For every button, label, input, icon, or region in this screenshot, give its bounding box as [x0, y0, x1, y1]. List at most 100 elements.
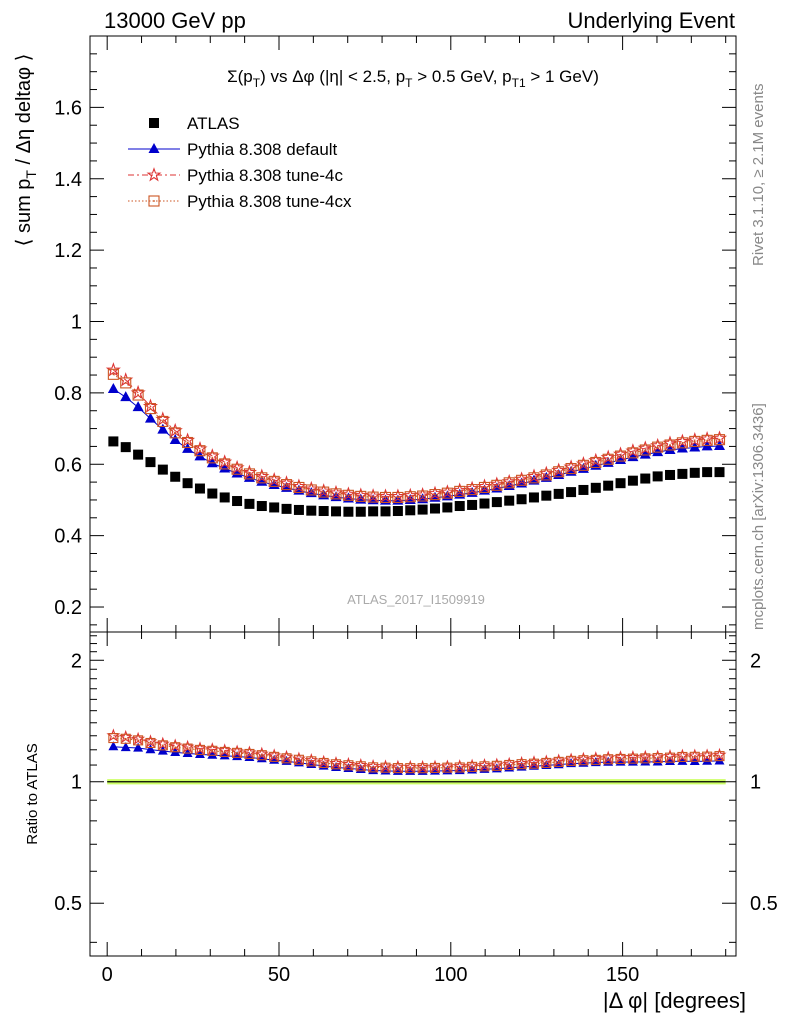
point-pythia-8-308-default [627, 451, 639, 462]
point-atlas [590, 482, 601, 493]
point-atlas [442, 502, 453, 513]
point-atlas [331, 506, 342, 517]
legend-marker-pythia-8-308-tune-4cx [148, 195, 160, 207]
plot-title: Σ(pT) vs Δφ (|η| < 2.5, pT > 0.5 GeV, pT… [227, 67, 599, 90]
point-atlas [256, 501, 267, 512]
ratio-point-pythia-8-308-tune-4cx-dot [582, 759, 585, 762]
ratio-point-pythia-8-308-tune-4cx-dot [421, 767, 424, 770]
point-pythia-8-308-tune-4cx-dot [656, 446, 659, 449]
ratio-point-pythia-8-308-tune-4cx [232, 747, 243, 758]
point-pythia-8-308-default [120, 391, 132, 402]
ratio-point-pythia-8-308-tune-4cx-dot [508, 764, 511, 766]
point-pythia-8-308-tune-4cx [182, 436, 194, 449]
point-pythia-8-308-tune-4cx-dot [471, 488, 474, 491]
point-pythia-8-308-tune-4cx-dot [223, 463, 226, 465]
point-pythia-8-308-tune-4cx [392, 491, 404, 504]
point-pythia-8-308-tune-4cx [590, 456, 602, 469]
ratio-point-pythia-8-308-tune-4cx [355, 761, 366, 772]
series-line-pythia-8-308-tune-4cx [113, 373, 720, 498]
ratio-point-pythia-8-308-tune-4cx-dot [186, 747, 189, 750]
legend-label-pythia-8-308-tune-4cx: Pythia 8.308 tune-4cx [187, 192, 352, 211]
point-pythia-8-308-tune-4cx-dot [681, 441, 684, 444]
ratio-point-pythia-8-308-default [145, 744, 156, 754]
point-pythia-8-308-tune-4cx-dot [186, 441, 189, 444]
ratio-y-axis-label: Ratio to ATLAS [24, 743, 41, 844]
x-tick-label: 100 [434, 964, 467, 986]
point-pythia-8-308-tune-4cx-dot [458, 490, 461, 493]
point-pythia-8-308-tune-4cx-dot [607, 458, 610, 461]
ratio-point-pythia-8-308-default [702, 755, 713, 765]
point-pythia-8-308-tune-4cx-dot [112, 373, 115, 376]
ratio-point-pythia-8-308-tune-4cx [194, 744, 206, 755]
point-pythia-8-308-tune-4cx [429, 489, 441, 501]
main-series [105, 362, 728, 517]
point-atlas [467, 499, 478, 510]
point-pythia-8-308-tune-4cx [379, 491, 392, 504]
point-pythia-8-308-tune-4cx [602, 453, 614, 465]
ratio-series [106, 728, 727, 775]
point-pythia-8-308-tune-4cx [565, 462, 577, 475]
y-tick-label: 1 [71, 312, 82, 334]
point-pythia-8-308-tune-4cx [689, 435, 701, 447]
point-atlas [479, 498, 490, 509]
point-pythia-8-308-tune-4cx-dot [693, 440, 696, 443]
point-pythia-8-308-tune-4cx [107, 368, 119, 380]
point-pythia-8-308-default [652, 446, 664, 457]
point-pythia-8-308-tune-4cx-dot [409, 495, 412, 498]
point-atlas [269, 502, 280, 513]
point-atlas [689, 467, 700, 478]
ratio-point-pythia-8-308-tune-4cx-dot [570, 759, 572, 762]
point-pythia-8-308-tune-4cx [256, 472, 268, 484]
point-pythia-8-308-tune-4cx [342, 489, 354, 501]
ratio-point-pythia-8-308-tune-4cx-dot [533, 762, 535, 765]
y-tick-label: 1.4 [54, 169, 82, 191]
point-pythia-8-308-tune-4cx-dot [124, 381, 127, 384]
point-atlas [504, 495, 515, 506]
point-atlas [293, 504, 304, 515]
ratio-point-pythia-8-308-tune-4cx-dot [248, 753, 251, 755]
y-tick-label: 1.6 [54, 97, 82, 119]
point-atlas [627, 475, 638, 486]
point-pythia-8-308-tune-4cx [318, 486, 330, 498]
ratio-point-pythia-8-308-default [133, 742, 144, 752]
point-pythia-8-308-tune-4cx-dot [718, 438, 721, 441]
point-atlas [665, 469, 676, 480]
point-pythia-8-308-tune-4cx-dot [520, 479, 523, 482]
point-pythia-8-308-tune-4cx-dot [248, 472, 251, 475]
ratio-point-pythia-8-308-tune-4cx-dot [446, 766, 449, 769]
point-pythia-8-308-tune-4cx-dot [384, 496, 387, 499]
point-pythia-8-308-tune-4cx-dot [557, 470, 560, 473]
point-pythia-8-308-tune-4cx-dot [347, 494, 350, 497]
point-pythia-8-308-tune-4cx-dot [533, 476, 535, 479]
point-pythia-8-308-tune-4cx-dot [483, 486, 486, 489]
ratio-point-pythia-8-308-tune-4cx [293, 754, 304, 765]
point-pythia-8-308-default [132, 401, 144, 412]
ratio-point-pythia-8-308-tune-4cx-dot [607, 758, 610, 761]
point-pythia-8-308-tune-4cx [219, 458, 231, 470]
point-pythia-8-308-tune-4c [464, 480, 480, 495]
point-pythia-8-308-tune-4cx-dot [582, 464, 585, 467]
ratio-point-pythia-8-308-tune-4cx [145, 737, 156, 749]
point-pythia-8-308-tune-4cx [528, 472, 540, 484]
point-pythia-8-308-tune-4cx [293, 481, 305, 494]
point-pythia-8-308-tune-4cx [194, 445, 206, 457]
point-pythia-8-308-tune-4cx-dot [359, 495, 362, 498]
point-pythia-8-308-default [231, 467, 243, 478]
legend: ATLAS Pythia 8.308 default Pythia 8.308 tu… [128, 114, 352, 211]
ratio-point-pythia-8-308-default [689, 755, 700, 765]
point-pythia-8-308-tune-4cx-dot [508, 481, 511, 484]
point-atlas [566, 487, 577, 498]
point-pythia-8-308-tune-4cx [132, 389, 144, 401]
ratio-point-pythia-8-308-tune-4c [131, 731, 146, 745]
point-pythia-8-308-tune-4cx [454, 485, 466, 497]
point-pythia-8-308-tune-4cx [466, 484, 478, 496]
point-pythia-8-308-tune-4cx [701, 434, 713, 446]
ratio-point-pythia-8-308-tune-4cx-dot [223, 751, 226, 753]
ratio-point-pythia-8-308-tune-4cx [330, 759, 342, 770]
header-right: Underlying Event [567, 8, 735, 33]
x-tick-label: 50 [268, 964, 290, 986]
point-atlas [528, 492, 539, 503]
ratio-point-pythia-8-308-tune-4cx-dot [322, 762, 325, 764]
point-atlas [207, 488, 218, 499]
point-atlas [108, 436, 119, 447]
